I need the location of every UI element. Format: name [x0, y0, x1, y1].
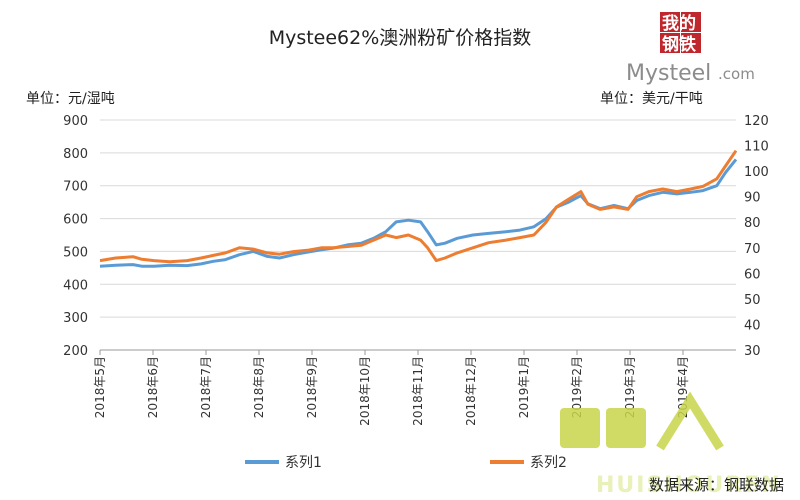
right-tick-label: 80 [744, 216, 761, 231]
right-tick-label: 50 [744, 293, 761, 308]
left-axis-unit: 单位：元/湿吨 [26, 91, 115, 107]
legend: 系列1 系列2 [245, 455, 567, 471]
x-axis-ticks: 2018年5月 2018年6月 2018年7月 2018年8月 2018年9月 2018年… [93, 350, 690, 426]
right-tick-label: 30 [744, 344, 761, 359]
right-tick-label: 90 [744, 191, 761, 206]
left-tick-label: 700 [63, 180, 88, 195]
right-tick-label: 40 [744, 318, 761, 333]
right-tick-label: 70 [744, 242, 761, 257]
left-tick-label: 400 [63, 278, 88, 293]
logo-tile-3 [660, 33, 680, 53]
huishouren-watermark: HUISHOUREN [560, 391, 782, 498]
series-line [99, 158, 738, 268]
left-tick-label: 500 [63, 245, 88, 260]
x-tick-label: 2018年8月 [252, 356, 266, 418]
left-tick-label: 300 [63, 311, 88, 326]
x-tick-label: 2019年3月 [623, 356, 637, 418]
x-tick-label: 2018年9月 [305, 356, 319, 418]
right-axis-ticks: 30 40 50 60 70 80 90 100 110 120 [744, 114, 769, 359]
legend-label: 系列2 [530, 455, 567, 471]
left-tick-label: 200 [63, 344, 88, 359]
logo-cn-top: 我的 [662, 13, 696, 34]
left-axis-ticks: 200 300 400 500 600 700 800 900 [63, 114, 88, 359]
series-line [99, 149, 738, 264]
x-tick-label: 2018年11月 [411, 356, 425, 426]
watermark-mark-icon [656, 391, 724, 451]
legend-label: 系列1 [285, 455, 322, 471]
x-tick-label: 2019年2月 [570, 356, 584, 418]
x-tick-label: 2018年7月 [199, 356, 213, 418]
watermark-square-2 [606, 408, 646, 448]
x-tick-label: 2018年6月 [146, 356, 160, 418]
right-tick-label: 110 [744, 140, 769, 155]
right-tick-label: 120 [744, 114, 769, 129]
left-tick-label: 800 [63, 147, 88, 162]
x-tick-label: 2018年12月 [464, 356, 478, 426]
chart-title: Mystee62%澳洲粉矿价格指数 [269, 27, 532, 49]
logo-tile-1 [660, 12, 680, 32]
logo-tile-2 [681, 12, 701, 32]
x-tick-label: 2018年10月 [358, 356, 372, 426]
x-tick-label: 2019年1月 [517, 356, 531, 418]
logo-tile-4 [681, 33, 701, 53]
logo-com: .com [718, 65, 755, 83]
left-tick-label: 600 [63, 213, 88, 228]
logo-mysteel: Mysteel [626, 61, 711, 86]
data-source: 数据来源：钢联数据 [649, 476, 784, 494]
mysteel-logo: 我的 钢铁 Mysteel .com [626, 12, 755, 86]
watermark-text: HUISHOUREN [596, 473, 782, 498]
right-tick-label: 100 [744, 165, 769, 180]
series-lines [99, 149, 738, 268]
right-tick-label: 60 [744, 267, 761, 282]
left-tick-label: 900 [63, 114, 88, 129]
logo-cn-bottom: 钢铁 [662, 34, 696, 55]
gridlines [100, 119, 736, 318]
x-tick-label: 2018年5月 [93, 356, 107, 418]
right-axis-unit: 单位：美元/干吨 [600, 91, 703, 107]
watermark-square-1 [560, 408, 600, 448]
